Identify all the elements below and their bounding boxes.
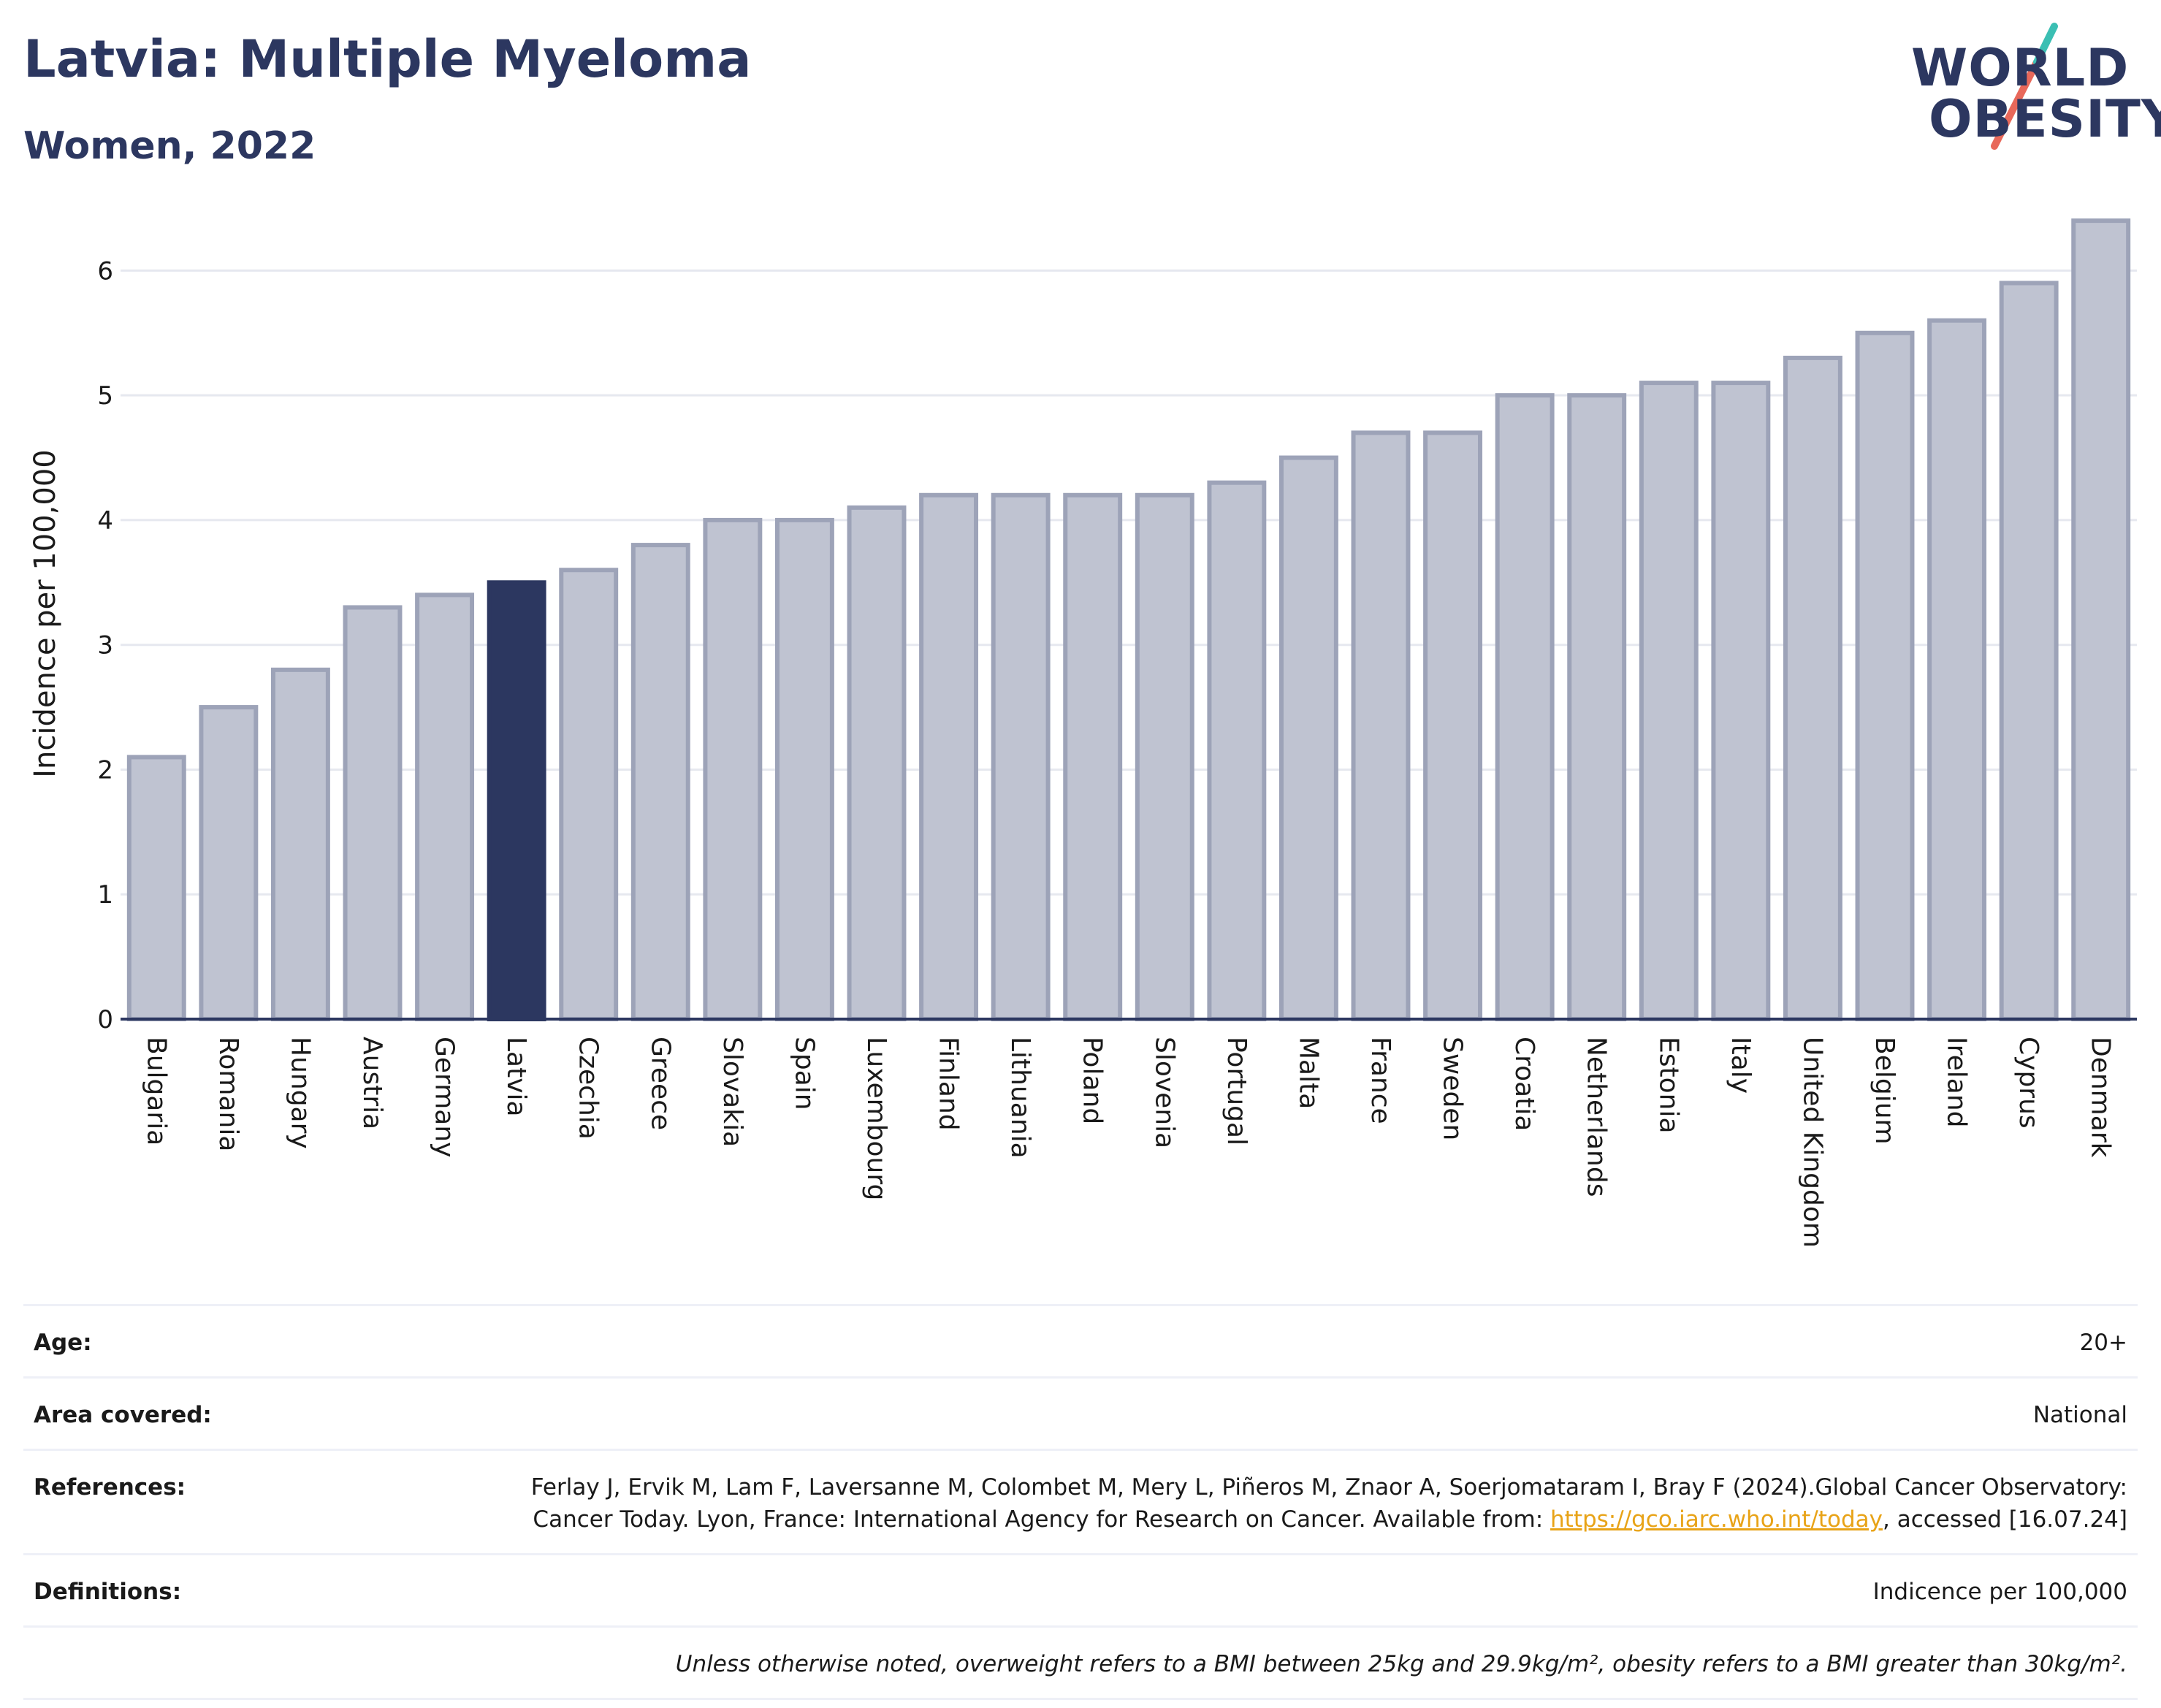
- x-tick-label: Finland: [934, 1037, 964, 1131]
- x-tick-label: Hungary: [285, 1037, 315, 1149]
- bar: [847, 505, 907, 1021]
- x-tick-label: Luxembourg: [861, 1037, 891, 1200]
- bar: [1711, 381, 1771, 1021]
- bar: [1927, 318, 1987, 1021]
- x-tick-label: Romania: [213, 1037, 243, 1151]
- y-tick-label: 0: [97, 1005, 113, 1034]
- x-tick-label: Italy: [1726, 1037, 1756, 1094]
- world-obesity-logo: WORLD OBESITY: [1899, 22, 2161, 153]
- meta-row-age: Age: 20+: [23, 1304, 2138, 1376]
- bar: [1855, 330, 1915, 1021]
- bar: [415, 592, 475, 1021]
- x-tick-label: Denmark: [2086, 1037, 2116, 1158]
- bar: [1639, 381, 1699, 1021]
- meta-row-note: Unless otherwise noted, overweight refer…: [23, 1625, 2138, 1700]
- x-tick-label: Poland: [1078, 1037, 1108, 1124]
- y-tick-label: 3: [97, 631, 113, 660]
- bar: [487, 580, 546, 1021]
- x-tick-label: Ireland: [1942, 1037, 1972, 1128]
- logo-slash-icon: [1991, 23, 2058, 150]
- meta-row-area: Area covered: National: [23, 1376, 2138, 1449]
- bar: [774, 517, 834, 1021]
- x-tick-label: Slovakia: [717, 1037, 747, 1147]
- x-tick-label: France: [1365, 1037, 1395, 1124]
- bar: [1423, 430, 1483, 1021]
- definitions-value: Indicence per 100,000: [1872, 1579, 2127, 1605]
- bar-chart: 0 1 2 3 4 5 6 Incidence per 100,000 Bulgaria Roma…: [28, 218, 2137, 1248]
- x-tick-label: Germany: [430, 1037, 460, 1157]
- x-tick-label: Cyprus: [2013, 1037, 2043, 1129]
- bar: [1495, 393, 1555, 1021]
- x-tick-label: Bulgaria: [141, 1037, 171, 1145]
- definitions-label: Definitions:: [34, 1579, 182, 1605]
- bar: [1278, 455, 1338, 1021]
- references-label: References:: [34, 1474, 186, 1501]
- x-tick-label: Slovenia: [1149, 1037, 1179, 1148]
- area-value: National: [2032, 1402, 2127, 1428]
- bar: [1135, 492, 1194, 1021]
- page-subtitle: Women, 2022: [23, 124, 316, 168]
- obesity-note: Unless otherwise noted, overweight refer…: [675, 1651, 2127, 1677]
- bar: [343, 605, 403, 1021]
- x-tick-label: Estonia: [1653, 1037, 1683, 1134]
- x-tick-label: Austria: [357, 1037, 387, 1129]
- x-tick-label: Netherlands: [1582, 1037, 1612, 1197]
- bar: [1567, 393, 1627, 1021]
- bar: [1207, 480, 1267, 1021]
- bar: [630, 543, 690, 1021]
- bar: [270, 667, 330, 1021]
- bar: [703, 517, 763, 1021]
- bar: [126, 755, 186, 1022]
- x-tick-label: Sweden: [1438, 1037, 1468, 1140]
- y-tick-label: 4: [97, 506, 113, 535]
- references-value: Ferlay J, Ervik M, Lam F, Laversanne M, …: [447, 1471, 2127, 1536]
- bar: [199, 705, 259, 1021]
- bar: [1999, 281, 2059, 1021]
- references-link[interactable]: https://gco.iarc.who.int/today: [1550, 1506, 1883, 1533]
- x-tick-label: United Kingdom: [1797, 1037, 1827, 1248]
- bar: [1351, 430, 1411, 1021]
- x-tick-label: Czechia: [573, 1037, 603, 1140]
- references-suffix: , accessed [16.07.24]: [1882, 1506, 2127, 1533]
- page-title: Latvia: Multiple Myeloma: [23, 29, 752, 89]
- y-tick-label: 1: [97, 880, 113, 910]
- bar: [559, 568, 619, 1021]
- x-tick-label: Latvia: [501, 1037, 531, 1117]
- x-tick-label: Croatia: [1509, 1037, 1539, 1131]
- logo-line-world: WORLD: [1911, 38, 2130, 98]
- bar: [919, 492, 979, 1021]
- y-tick-label: 6: [97, 256, 113, 286]
- area-label: Area covered:: [34, 1402, 212, 1428]
- references-text: Ferlay J, Ervik M, Lam F, Laversanne M, …: [530, 1474, 2127, 1533]
- age-value: 20+: [2079, 1330, 2127, 1356]
- x-tick-label: Malta: [1293, 1037, 1323, 1109]
- bar: [991, 492, 1051, 1021]
- y-tick-label: 5: [97, 381, 113, 411]
- meta-row-definitions: Definitions: Indicence per 100,000: [23, 1553, 2138, 1625]
- x-tick-label: Portugal: [1221, 1037, 1251, 1145]
- age-label: Age:: [34, 1330, 92, 1356]
- bar: [1783, 355, 1842, 1021]
- x-tick-label: Belgium: [1870, 1037, 1899, 1145]
- x-tick-label: Greece: [645, 1037, 675, 1130]
- x-tick-label: Lithuania: [1005, 1037, 1035, 1159]
- logo-line-obesity: OBESITY: [1929, 89, 2161, 149]
- bar: [2071, 218, 2131, 1022]
- meta-row-references: References: Ferlay J, Ervik M, Lam F, La…: [23, 1449, 2138, 1553]
- y-axis-label: Incidence per 100,000: [28, 449, 62, 778]
- bar: [1063, 492, 1123, 1021]
- y-tick-label: 2: [97, 755, 113, 785]
- x-tick-label: Spain: [789, 1037, 819, 1110]
- metadata-table: Age: 20+ Area covered: National Referenc…: [23, 1304, 2138, 1700]
